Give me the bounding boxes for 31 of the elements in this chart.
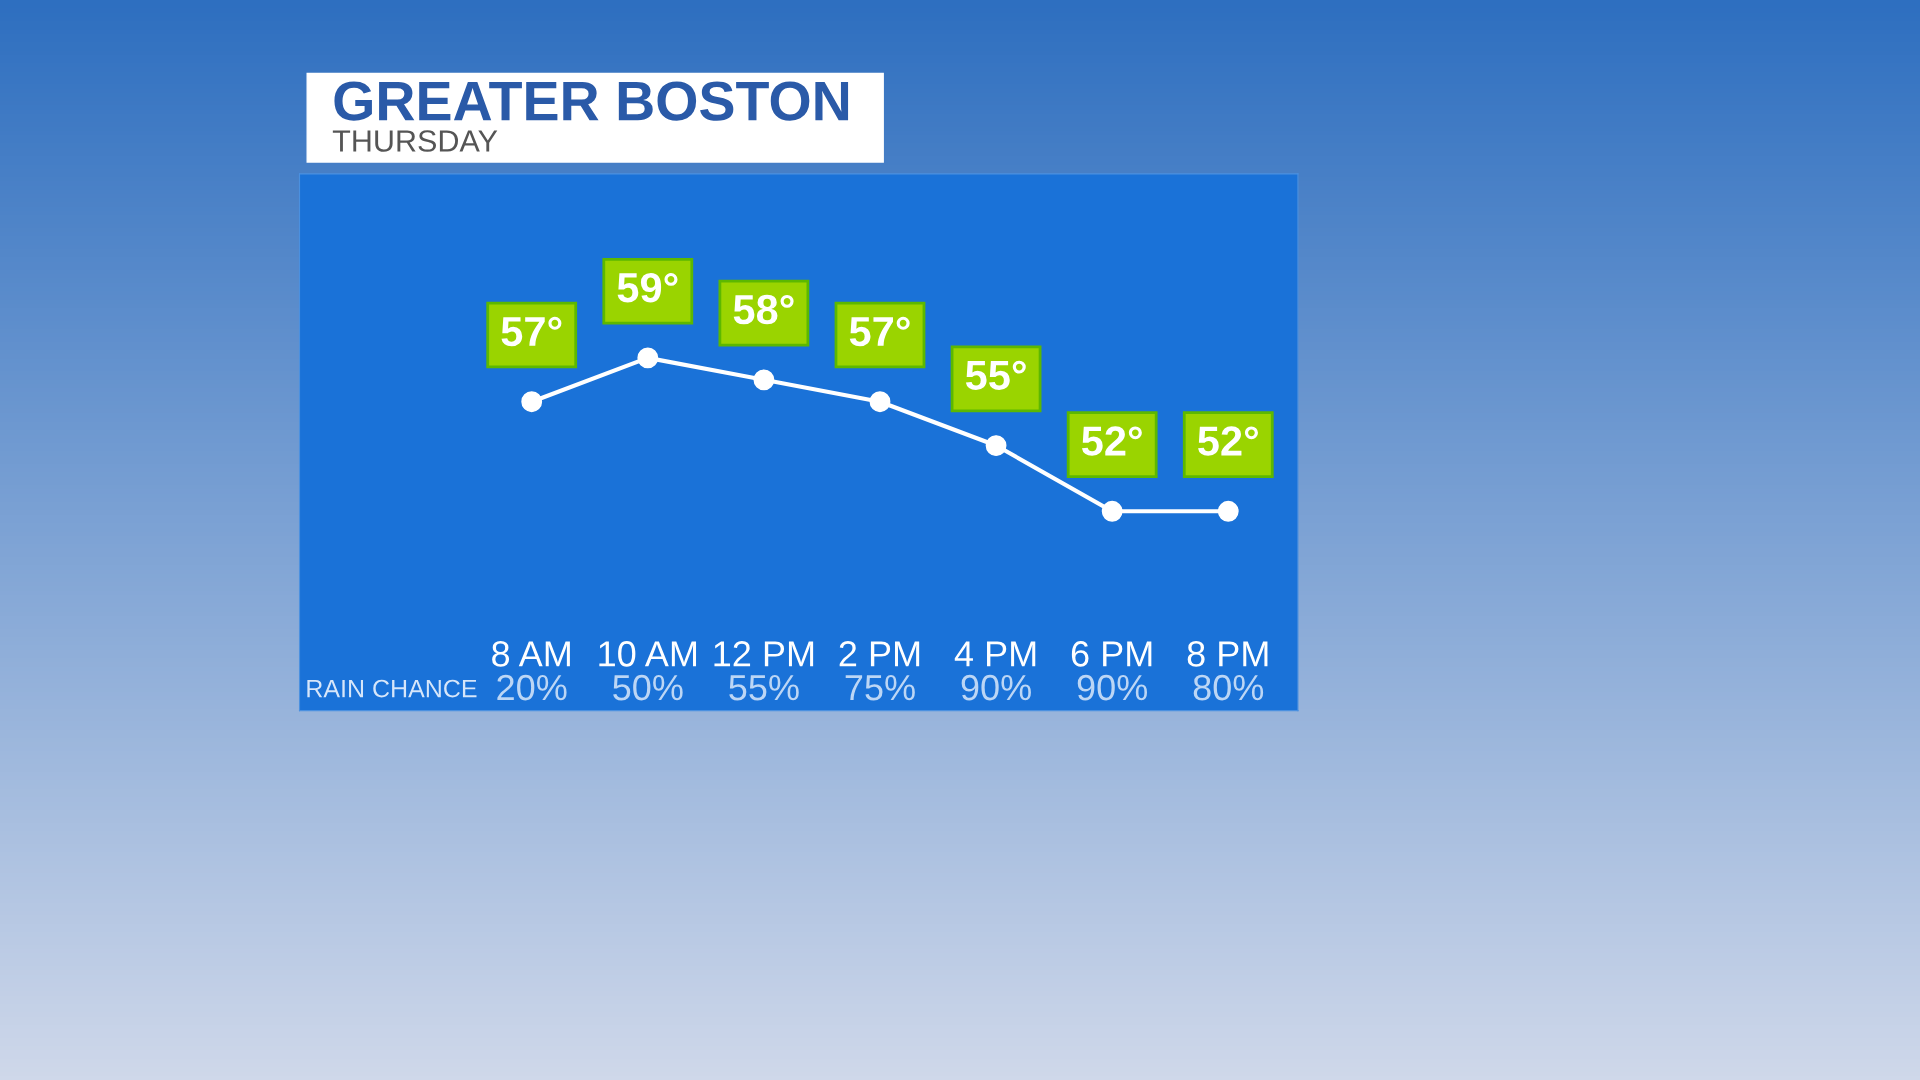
text: 90% bbox=[1077, 674, 1148, 701]
point bbox=[753, 369, 775, 391]
x-tick-label: 8 AM bbox=[492, 641, 570, 667]
chart-subtitle: THURSDAY bbox=[332, 130, 498, 152]
x-tick-label: 8 PM bbox=[1187, 641, 1268, 667]
text: 55% bbox=[729, 674, 799, 701]
point bbox=[869, 391, 891, 413]
text: RAIN CHANCE bbox=[307, 679, 477, 698]
point bbox=[1217, 500, 1239, 522]
data-label: 55° bbox=[965, 360, 1026, 391]
text: 20% bbox=[497, 674, 567, 701]
point bbox=[985, 435, 1007, 456]
data-label: 57° bbox=[849, 316, 910, 347]
x-tick-label: 2 PM bbox=[839, 641, 920, 667]
x-tick-label: 6 PM bbox=[1071, 641, 1152, 667]
text: 75% bbox=[845, 674, 915, 701]
point bbox=[521, 391, 543, 413]
text: 50% bbox=[613, 674, 683, 701]
data-label: 59° bbox=[617, 272, 678, 303]
data-label: 52° bbox=[1081, 426, 1142, 456]
data-label: 52° bbox=[1198, 426, 1258, 456]
text: 90% bbox=[961, 674, 1031, 701]
data-label: 58° bbox=[733, 294, 794, 325]
x-tick-label: 4 PM bbox=[954, 641, 1036, 667]
data-label: 57° bbox=[501, 316, 562, 347]
text: 80% bbox=[1193, 674, 1264, 701]
point bbox=[637, 347, 659, 369]
chart-title: GREATER BOSTON bbox=[334, 81, 849, 121]
point bbox=[1101, 500, 1123, 522]
x-tick-label: 12 PM bbox=[714, 641, 814, 667]
x-tick-label: 10 AM bbox=[599, 641, 697, 667]
